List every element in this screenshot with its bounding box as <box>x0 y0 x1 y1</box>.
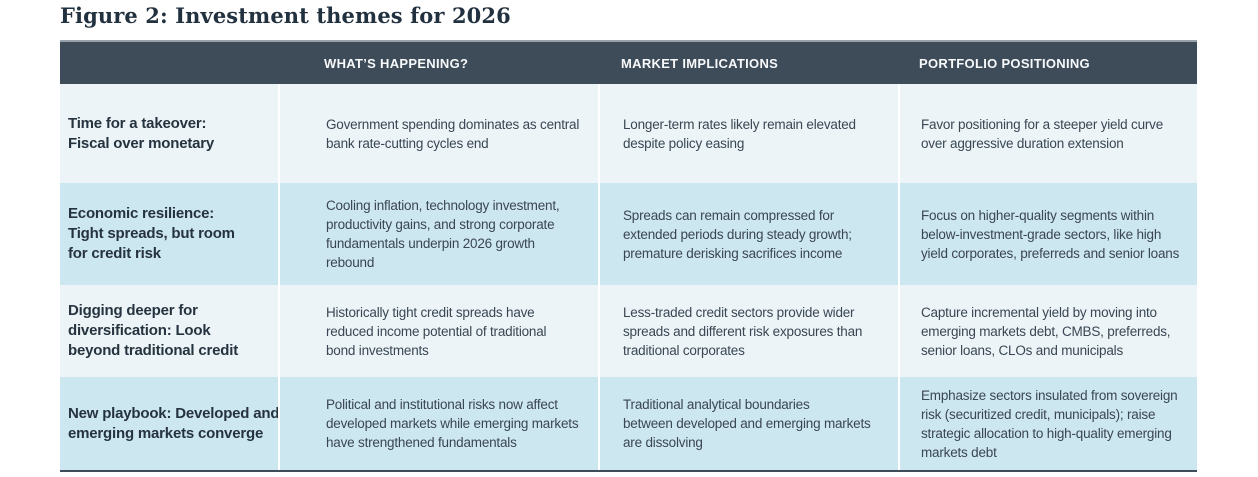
positioning-text: Favor positioning for a steeper yield cu… <box>921 116 1164 151</box>
happening-cell: Cooling inflation, technology investment… <box>278 183 598 285</box>
positioning-text: Focus on higher-quality segments within … <box>921 207 1180 261</box>
positioning-text: Emphasize sectors insulated from soverei… <box>921 387 1178 460</box>
table-row-new-playbook: New playbook: Developed and emerging mar… <box>60 377 1197 470</box>
theme-cell: Economic resilience: Tight spreads, but … <box>60 183 278 285</box>
happening-text: Government spending dominates as central… <box>326 116 580 151</box>
theme-cell: New playbook: Developed and emerging mar… <box>60 377 280 470</box>
theme-cell: Time for a takeover: Fiscal over monetar… <box>60 84 278 183</box>
theme-text: Economic resilience: Tight spreads, but … <box>68 205 235 262</box>
header-cell-theme <box>60 42 278 84</box>
theme-text: Digging deeper for diversification: Look… <box>68 302 239 359</box>
positioning-cell: Capture incremental yield by moving into… <box>898 285 1197 377</box>
implications-text: Traditional analytical boundaries betwee… <box>623 397 871 450</box>
implications-cell: Less-traded credit sectors provide wider… <box>598 285 898 377</box>
happening-text: Cooling inflation, technology investment… <box>326 198 560 270</box>
figure-title: Figure 2: Investment themes for 2026 <box>60 3 511 28</box>
theme-cell: Digging deeper for diversification: Look… <box>60 285 278 377</box>
positioning-text: Capture incremental yield by moving into… <box>921 304 1171 358</box>
positioning-cell: Emphasize sectors insulated from soverei… <box>898 377 1197 470</box>
happening-cell: Historically tight credit spreads have r… <box>278 285 598 377</box>
implications-cell: Traditional analytical boundaries betwee… <box>598 377 898 470</box>
implications-text: Less-traded credit sectors provide wider… <box>623 304 863 358</box>
implications-cell: Longer-term rates likely remain elevated… <box>598 84 898 183</box>
happening-text: Historically tight credit spreads have r… <box>326 304 547 358</box>
header-cell-portfolio-positioning: PORTFOLIO POSITIONING <box>919 55 1090 71</box>
theme-text: Time for a takeover: Fiscal over monetar… <box>68 114 215 152</box>
table-header-row: WHAT’S HAPPENING? MARKET IMPLICATIONS PO… <box>60 42 1197 84</box>
happening-cell: Government spending dominates as central… <box>278 84 598 183</box>
table-row-fiscal-over-monetary: Time for a takeover: Fiscal over monetar… <box>60 84 1197 183</box>
implications-cell: Spreads can remain compressed for extend… <box>598 183 898 285</box>
theme-text: New playbook: Developed and emerging mar… <box>68 404 280 442</box>
implications-text: Spreads can remain compressed for extend… <box>623 207 852 261</box>
positioning-cell: Focus on higher-quality segments within … <box>898 183 1197 285</box>
positioning-cell: Favor positioning for a steeper yield cu… <box>898 84 1197 183</box>
happening-text: Political and institutional risks now af… <box>326 397 579 450</box>
header-cell-market-implications: MARKET IMPLICATIONS <box>621 55 779 71</box>
implications-text: Longer-term rates likely remain elevated… <box>623 116 856 151</box>
table-row-digging-deeper: Digging deeper for diversification: Look… <box>60 285 1197 377</box>
header-cell-whats-happening: WHAT’S HAPPENING? <box>324 55 469 71</box>
investment-themes-table: WHAT’S HAPPENING? MARKET IMPLICATIONS PO… <box>60 40 1197 472</box>
happening-cell: Political and institutional risks now af… <box>278 377 598 470</box>
table-row-economic-resilience: Economic resilience: Tight spreads, but … <box>60 183 1197 285</box>
